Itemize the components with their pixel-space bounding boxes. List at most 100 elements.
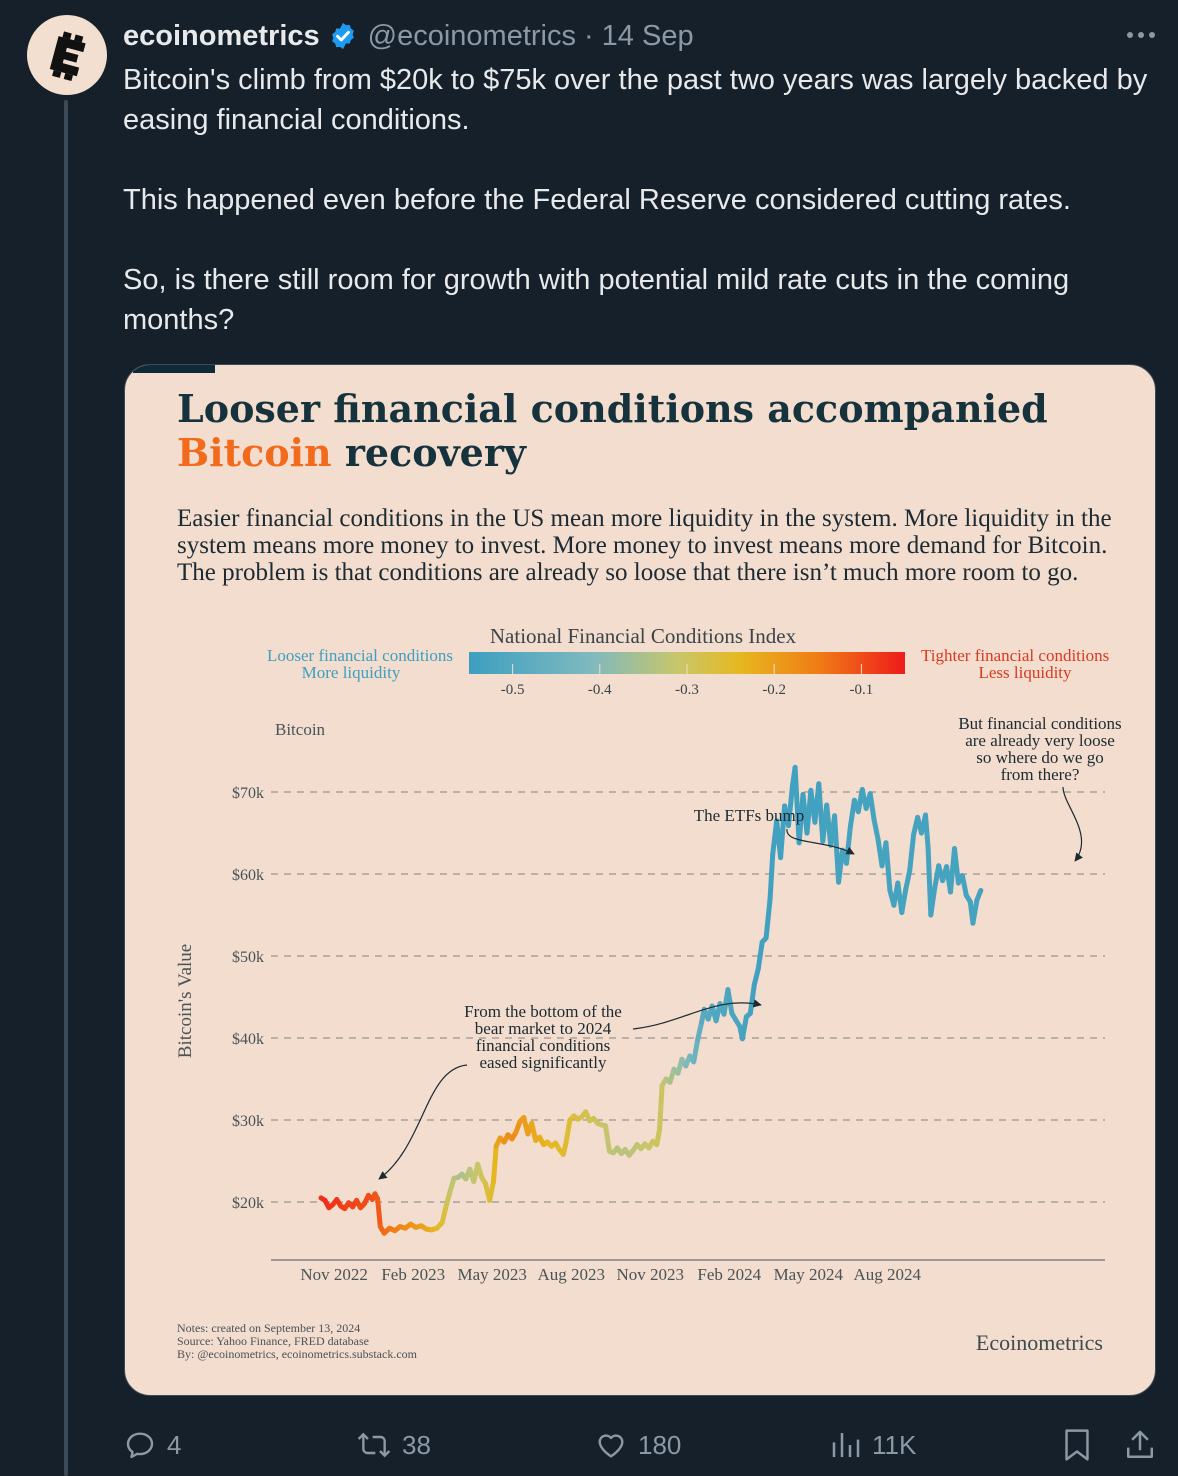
reply-count: 4 xyxy=(167,1429,182,1460)
annotation-loose-line-4: from there? xyxy=(1001,765,1080,784)
price-segment xyxy=(439,1203,449,1225)
annotation-loose-line-1: But financial conditions xyxy=(958,714,1121,733)
y-tick-label: $40k xyxy=(232,1031,264,1048)
tweet-paragraph: This happened even before the Federal Re… xyxy=(123,184,1071,216)
legend-right-label-1: Tighter financial conditions xyxy=(921,646,1109,665)
legend-tick-label: -0.1 xyxy=(850,682,874,698)
x-tick-label: Feb 2024 xyxy=(697,1265,761,1284)
chart-title: Looser financial conditions accompanied … xyxy=(177,387,1048,475)
footnote-source: Source: Yahoo Finance, FRED database xyxy=(177,1334,369,1348)
y-tick-label: $30k xyxy=(232,1113,264,1130)
price-segment xyxy=(907,832,917,874)
annotation-bottom-line-4: eased significantly xyxy=(480,1053,607,1072)
separator-dot: · xyxy=(583,19,594,52)
price-segment xyxy=(844,823,853,866)
avatar[interactable] xyxy=(27,15,107,95)
legend-ticks: -0.5 -0.4 -0.3 -0.2 -0.1 xyxy=(501,664,874,698)
legend-tick-label: -0.5 xyxy=(501,682,525,698)
price-segment xyxy=(443,1188,453,1209)
author-handle[interactable]: @ecoinometrics xyxy=(367,19,576,52)
share-button[interactable] xyxy=(1124,1428,1166,1462)
annotation-bottom-arrow-left xyxy=(378,1064,468,1180)
x-tick-label: May 2024 xyxy=(774,1265,844,1284)
views-button[interactable]: 11K xyxy=(830,1428,916,1462)
price-segment xyxy=(970,897,980,926)
x-tick-label: Nov 2023 xyxy=(616,1265,684,1284)
price-segment xyxy=(487,1179,496,1203)
annotation-bottom-line-2: bear market to 2024 xyxy=(475,1019,612,1038)
price-segment xyxy=(529,1120,539,1143)
bookmark-button[interactable] xyxy=(1062,1428,1102,1462)
price-segment xyxy=(747,982,757,1016)
chart-title-rest: recovery xyxy=(331,430,526,475)
tweet-media-image[interactable]: Looser financial conditions accompanied … xyxy=(124,364,1156,1396)
tweet-actions-bar: 4 38 180 11K xyxy=(0,1418,1178,1472)
repost-button[interactable]: 38 xyxy=(356,1428,431,1462)
price-segment xyxy=(751,966,761,988)
legend-gradient-bar xyxy=(469,652,905,674)
y-tick-labels: $20k $30k $40k $50k $60k $70k xyxy=(232,785,264,1212)
price-segment xyxy=(755,939,765,972)
x-tick-label: Feb 2023 xyxy=(381,1265,445,1284)
price-segment xyxy=(725,987,735,1016)
y-tick-label: $20k xyxy=(232,1195,264,1212)
price-segment xyxy=(375,1196,383,1230)
price-segment xyxy=(563,1117,573,1146)
legend-tick-label: -0.2 xyxy=(762,682,786,698)
annotation-loose-line-2: are already very loose xyxy=(965,731,1115,750)
repost-count: 38 xyxy=(402,1429,431,1460)
price-segment xyxy=(739,1014,749,1042)
annotation-loose: But financial conditions are already ver… xyxy=(958,714,1121,784)
y-tick-label: $50k xyxy=(232,949,264,966)
x-tick-labels: Nov 2022 Feb 2023 May 2023 Aug 2023 Nov 2023… xyxy=(300,1265,921,1284)
y-axis-label: Bitcoin's Value xyxy=(175,944,196,1058)
price-segment xyxy=(786,782,795,829)
like-button[interactable]: 180 xyxy=(594,1428,681,1462)
legend-tick-label: -0.3 xyxy=(675,682,699,698)
price-segment xyxy=(603,1123,612,1154)
series-label: Bitcoin xyxy=(275,720,326,739)
card-accent-bar xyxy=(133,365,215,373)
reply-button[interactable]: 4 xyxy=(123,1428,181,1462)
bitcoin-price-line xyxy=(318,764,984,1236)
price-segment xyxy=(959,873,969,898)
y-tick-label: $70k xyxy=(232,785,264,802)
price-segment xyxy=(952,846,961,886)
annotation-bottom: From the bottom of the bear market to 20… xyxy=(464,1002,622,1072)
y-tick-label: $60k xyxy=(232,867,264,884)
chart-title-line1: Looser financial conditions accompanied xyxy=(177,386,1048,431)
more-options-button[interactable] xyxy=(1124,20,1158,50)
annotation-loose-line-3: so where do we go xyxy=(976,748,1103,767)
x-tick-label: Aug 2023 xyxy=(537,1265,605,1284)
price-segment xyxy=(883,840,893,893)
x-tick-label: Aug 2024 xyxy=(854,1265,922,1284)
price-segment xyxy=(903,868,913,893)
legend-right-label-2: Less liquidity xyxy=(978,663,1072,682)
x-tick-label: May 2023 xyxy=(457,1265,526,1284)
chart-subtitle: Easier financial conditions in the US me… xyxy=(177,505,1112,586)
annotation-bottom-arrow-right xyxy=(632,999,762,1030)
gridlines xyxy=(271,791,1105,1203)
share-icon xyxy=(1126,1430,1154,1459)
chart-brand: Ecoinometrics xyxy=(975,1330,1103,1355)
tweet-header: ecoinometrics @ecoinometrics · 14 Sep xyxy=(123,16,694,56)
price-segment xyxy=(491,1143,499,1184)
price-segment xyxy=(923,812,931,851)
annotation-bottom-line-1: From the bottom of the xyxy=(464,1002,622,1021)
legend-title: National Financial Conditions Index xyxy=(490,624,797,648)
price-segment xyxy=(974,887,984,903)
price-segment xyxy=(871,817,881,843)
price-segment xyxy=(763,896,773,941)
chart-footnote: Notes: created on September 13, 2024 Sou… xyxy=(177,1322,417,1361)
author-display-name[interactable]: ecoinometrics xyxy=(123,19,320,52)
price-segment xyxy=(928,885,938,918)
chart-title-accent: Bitcoin xyxy=(177,430,332,475)
annotation-bottom-line-3: financial conditions xyxy=(476,1036,611,1055)
annotation-loose-arrow xyxy=(1062,786,1083,862)
thread-line xyxy=(64,100,68,1476)
views-chart-icon xyxy=(832,1433,860,1457)
ecoinometrics-logo-icon xyxy=(49,31,86,82)
tweet-date[interactable]: 14 Sep xyxy=(601,19,694,52)
price-segment xyxy=(767,851,776,902)
footnote-by: By: @ecoinometrics, ecoinometrics.substa… xyxy=(177,1347,417,1361)
